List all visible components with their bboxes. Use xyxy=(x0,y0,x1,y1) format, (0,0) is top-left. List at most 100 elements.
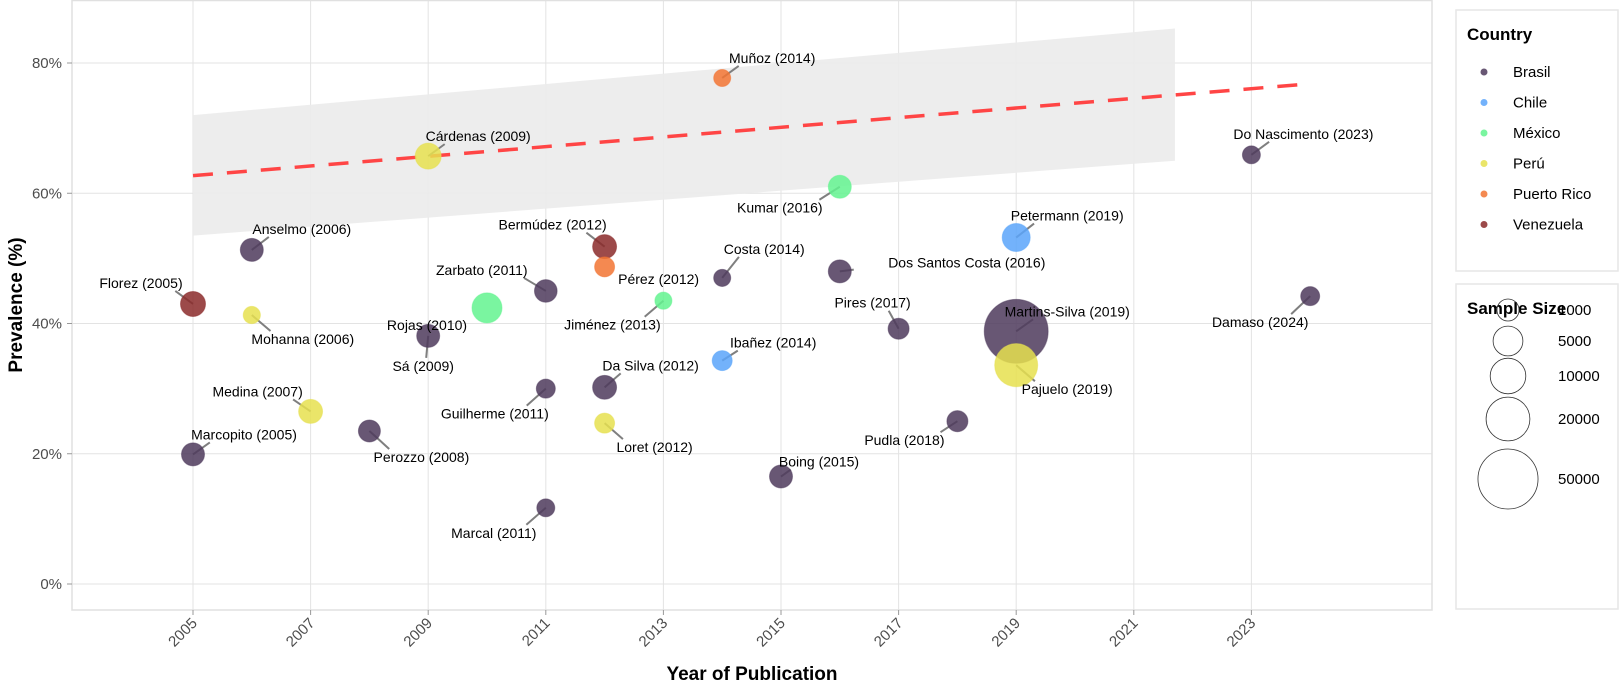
x-tick-label: 2017 xyxy=(871,615,907,651)
data-label: Costa (2014) xyxy=(724,241,805,257)
data-point xyxy=(592,234,618,260)
data-point xyxy=(769,464,793,489)
legend-size-title: Sample Size xyxy=(1467,299,1566,318)
data-point xyxy=(887,317,910,340)
x-tick-label: 2005 xyxy=(165,615,201,651)
legend-size-circle xyxy=(1489,357,1527,395)
data-label: Kumar (2016) xyxy=(737,200,823,216)
y-tick-label: 40% xyxy=(32,316,62,333)
data-point xyxy=(594,412,616,434)
data-label: Sá (2009) xyxy=(392,358,453,374)
x-tick-label: 2019 xyxy=(988,615,1024,651)
data-label: Rojas (2010) xyxy=(387,317,467,333)
legend-country-label: Chile xyxy=(1513,95,1547,112)
data-label: Da Silva (2012) xyxy=(602,357,699,373)
legend-key-icon xyxy=(1480,68,1488,76)
data-label: Pérez (2012) xyxy=(618,271,699,287)
legend-key-icon xyxy=(1480,160,1488,167)
legend-size: Sample Size 1000 5000 10000 20000 50000 xyxy=(1455,283,1619,610)
data-label: Anselmo (2006) xyxy=(252,221,351,237)
legend-country-label: Puerto Rico xyxy=(1513,186,1591,203)
data-label: Boing (2015) xyxy=(779,454,859,470)
legend-country-label: Venezuela xyxy=(1513,217,1584,234)
y-axis-title: Prevalence (%) xyxy=(6,237,27,372)
data-label: Cárdenas (2009) xyxy=(426,128,531,144)
plot-panel-border xyxy=(71,0,1433,611)
y-tick-label: 0% xyxy=(40,576,62,593)
trend-line-layer xyxy=(192,82,1311,178)
data-point xyxy=(471,292,503,324)
legend-size-label: 1000 xyxy=(1558,302,1591,319)
data-point xyxy=(357,419,381,443)
confidence-band xyxy=(193,28,1175,236)
data-label: Mohanna (2006) xyxy=(251,331,354,347)
legend-country-label: Perú xyxy=(1513,156,1545,173)
data-point xyxy=(536,498,556,518)
data-label: Guilherme (2011) xyxy=(441,406,549,422)
data-label: Martins-Silva (2019) xyxy=(1005,303,1130,319)
trend-line xyxy=(192,82,1311,178)
point-labels: Florez (2005) Marcopito (2005) Anselmo (20… xyxy=(99,50,1373,541)
x-tick-label: 2009 xyxy=(400,615,436,651)
legend-size-label: 5000 xyxy=(1558,333,1591,350)
data-label: Florez (2005) xyxy=(99,275,182,291)
data-point xyxy=(242,305,261,325)
x-axis-title: Year of Publication xyxy=(666,664,837,685)
y-tick-label: 20% xyxy=(32,446,62,463)
legend-size-circle xyxy=(1492,325,1524,357)
x-tick-label: 2013 xyxy=(636,615,672,651)
data-label: Bermúdez (2012) xyxy=(499,217,607,233)
data-label: Loret (2012) xyxy=(616,439,692,455)
legend-size-circle xyxy=(1496,298,1520,322)
legend-size-circle xyxy=(1477,448,1539,510)
legend-size-label: 10000 xyxy=(1558,368,1600,385)
x-tick-label: 2011 xyxy=(519,615,554,650)
x-tick-label: 2023 xyxy=(1224,615,1260,651)
data-label: Zarbato (2011) xyxy=(436,262,528,278)
x-tick-label: 2021 xyxy=(1106,615,1142,651)
legend-country-title: Country xyxy=(1467,25,1533,44)
data-point xyxy=(1300,286,1321,307)
data-label: Perozzo (2008) xyxy=(374,449,470,465)
data-label: Medina (2007) xyxy=(212,383,302,399)
legend-key-icon xyxy=(1480,221,1488,228)
data-point xyxy=(827,259,852,284)
legend-size-label: 20000 xyxy=(1558,411,1600,428)
data-point xyxy=(592,374,618,400)
legend-key-icon xyxy=(1480,129,1488,137)
data-label: Marcopito (2005) xyxy=(191,426,297,442)
data-point xyxy=(1241,145,1261,165)
x-tick-label: 2007 xyxy=(283,615,319,651)
data-label: Ibañez (2014) xyxy=(730,335,816,351)
data-point xyxy=(414,142,442,170)
data-label: Marcal (2011) xyxy=(451,525,536,541)
data-point xyxy=(535,378,556,399)
x-axis-ticks: 2005 2007 2009 2011 2013 2015 2017 2019 2021 2023 xyxy=(165,610,1259,650)
data-point xyxy=(946,410,969,433)
x-tick-label: 2015 xyxy=(753,615,789,651)
legend-country-label: México xyxy=(1513,125,1561,142)
data-label: Do Nascimento (2023) xyxy=(1233,126,1373,142)
y-tick-label: 60% xyxy=(32,185,62,202)
data-point xyxy=(711,350,733,372)
data-point xyxy=(654,291,673,310)
data-label: Pajuelo (2019) xyxy=(1022,381,1113,397)
legend-country: Country Brasil Chile México Perú Puerto Rico… xyxy=(1455,9,1619,272)
y-tick-label: 80% xyxy=(32,55,62,72)
data-point xyxy=(827,174,852,199)
data-point xyxy=(239,237,264,262)
data-label: Jiménez (2013) xyxy=(564,317,661,333)
legend-size-circle xyxy=(1485,396,1531,442)
data-point xyxy=(713,68,732,88)
data-point xyxy=(994,343,1039,388)
legend-size-label: 50000 xyxy=(1558,471,1600,488)
confidence-band-layer xyxy=(193,28,1175,236)
data-point xyxy=(179,290,207,317)
points-layer xyxy=(179,68,1321,518)
data-point xyxy=(1001,223,1031,253)
data-label: Petermann (2019) xyxy=(1011,208,1124,224)
legend-key-icon xyxy=(1480,190,1488,198)
data-label: Dos Santos Costa (2016) xyxy=(888,254,1045,270)
data-point xyxy=(181,442,205,467)
